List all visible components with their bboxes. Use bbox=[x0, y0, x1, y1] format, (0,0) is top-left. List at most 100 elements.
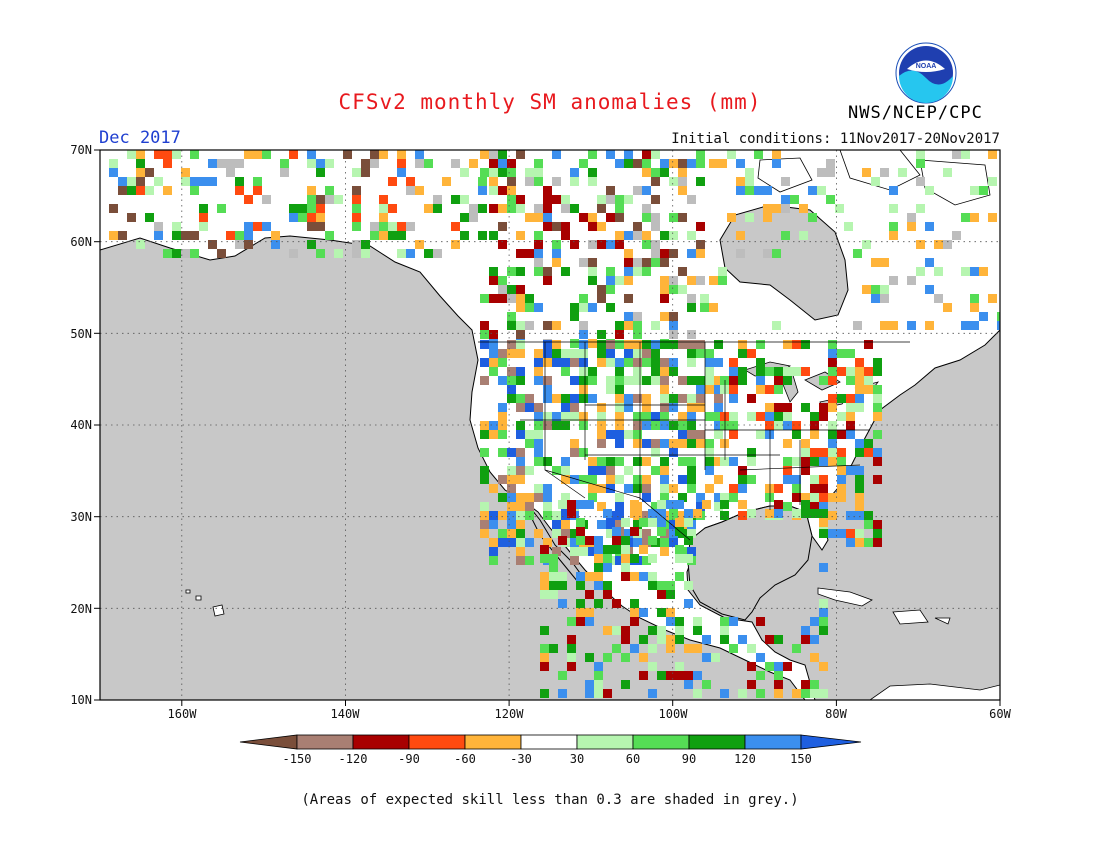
anomaly-cell bbox=[714, 430, 723, 439]
anomaly-cell bbox=[516, 475, 525, 484]
anomaly-cell bbox=[579, 547, 588, 556]
anomaly-cell bbox=[498, 529, 507, 538]
anomaly-cell bbox=[729, 457, 738, 466]
anomaly-cell bbox=[507, 349, 516, 358]
anomaly-cell bbox=[696, 502, 705, 511]
anomaly-cell bbox=[709, 159, 718, 168]
anomaly-cell bbox=[316, 159, 325, 168]
anomaly-cell bbox=[765, 484, 774, 493]
anomaly-cell bbox=[478, 177, 487, 186]
anomaly-cell bbox=[534, 267, 543, 276]
anomaly-cell bbox=[675, 554, 684, 563]
anomaly-cell bbox=[379, 213, 388, 222]
anomaly-cell bbox=[612, 536, 621, 545]
anomaly-cell bbox=[855, 529, 864, 538]
anomaly-cell bbox=[702, 680, 711, 689]
anomaly-cell bbox=[516, 511, 525, 520]
colorbar-swatch bbox=[744, 734, 802, 750]
anomaly-cell bbox=[660, 493, 669, 502]
anomaly-cell bbox=[244, 150, 253, 159]
anomaly-cell bbox=[534, 168, 543, 177]
anomaly-cell bbox=[145, 168, 154, 177]
anomaly-cell bbox=[615, 240, 624, 249]
colorbar-label: -120 bbox=[338, 752, 368, 766]
anomaly-cell bbox=[630, 617, 639, 626]
anomaly-cell bbox=[660, 385, 669, 394]
anomaly-cell bbox=[714, 493, 723, 502]
anomaly-cell bbox=[684, 599, 693, 608]
anomaly-cell bbox=[925, 285, 934, 294]
lon-label-120w: 120W bbox=[494, 707, 524, 721]
anomaly-cell bbox=[597, 412, 606, 421]
anomaly-cell bbox=[810, 448, 819, 457]
anomaly-cell bbox=[826, 159, 835, 168]
anomaly-cell bbox=[507, 511, 516, 520]
anomaly-cell bbox=[606, 285, 615, 294]
anomaly-cell bbox=[534, 421, 543, 430]
anomaly-cell bbox=[772, 150, 781, 159]
anomaly-cell bbox=[705, 439, 714, 448]
anomaly-cell bbox=[109, 168, 118, 177]
anomaly-cell bbox=[498, 150, 507, 159]
anomaly-cell bbox=[747, 662, 756, 671]
anomaly-cell bbox=[880, 321, 889, 330]
anomaly-cell bbox=[714, 412, 723, 421]
anomaly-cell bbox=[747, 448, 756, 457]
anomaly-cell bbox=[606, 349, 615, 358]
anomaly-cell bbox=[624, 358, 633, 367]
anomaly-cell bbox=[871, 177, 880, 186]
anomaly-cell bbox=[480, 321, 489, 330]
anomaly-cell bbox=[648, 509, 657, 518]
anomaly-cell bbox=[810, 457, 819, 466]
anomaly-cell bbox=[889, 222, 898, 231]
anomaly-cell bbox=[406, 177, 415, 186]
anomaly-cell bbox=[525, 249, 534, 258]
anomaly-cell bbox=[549, 590, 558, 599]
anomaly-cell bbox=[525, 466, 534, 475]
anomaly-cell bbox=[855, 493, 864, 502]
anomaly-cell bbox=[826, 195, 835, 204]
anomaly-cell bbox=[597, 439, 606, 448]
anomaly-cell bbox=[648, 572, 657, 581]
anomaly-cell bbox=[826, 168, 835, 177]
anomaly-cell bbox=[576, 536, 585, 545]
anomaly-cell bbox=[606, 358, 615, 367]
anomaly-cell bbox=[819, 493, 828, 502]
anomaly-cell bbox=[642, 529, 651, 538]
anomaly-cell bbox=[666, 617, 675, 626]
anomaly-cell bbox=[808, 213, 817, 222]
anomaly-cell bbox=[988, 177, 997, 186]
anomaly-cell bbox=[675, 545, 684, 554]
anomaly-cell bbox=[127, 213, 136, 222]
colorbar-swatch bbox=[632, 734, 690, 750]
anomaly-cell bbox=[669, 285, 678, 294]
anomaly-cell bbox=[603, 509, 612, 518]
anomaly-cell bbox=[543, 493, 552, 502]
anomaly-cell bbox=[720, 376, 729, 385]
anomaly-cell bbox=[714, 385, 723, 394]
anomaly-cell bbox=[855, 376, 864, 385]
anomaly-cell bbox=[997, 321, 1000, 330]
anomaly-cell bbox=[316, 222, 325, 231]
anomaly-cell bbox=[633, 222, 642, 231]
anomaly-cell bbox=[181, 231, 190, 240]
anomaly-cell bbox=[756, 412, 765, 421]
anomaly-cell bbox=[460, 195, 469, 204]
anomaly-cell bbox=[774, 385, 783, 394]
anomaly-cell bbox=[754, 186, 763, 195]
anomaly-cell bbox=[696, 349, 705, 358]
anomaly-cell bbox=[729, 394, 738, 403]
anomaly-cell bbox=[630, 527, 639, 536]
anomaly-cell bbox=[552, 358, 561, 367]
anomaly-cell bbox=[397, 159, 406, 168]
anomaly-cell bbox=[525, 502, 534, 511]
anomaly-cell bbox=[579, 294, 588, 303]
anomaly-cell bbox=[792, 457, 801, 466]
anomaly-cell bbox=[633, 358, 642, 367]
anomaly-cell bbox=[660, 258, 669, 267]
anomaly-cell bbox=[433, 204, 442, 213]
anomaly-cell bbox=[684, 518, 693, 527]
anomaly-cell bbox=[208, 240, 217, 249]
anomaly-cell bbox=[615, 376, 624, 385]
anomaly-cell bbox=[669, 367, 678, 376]
